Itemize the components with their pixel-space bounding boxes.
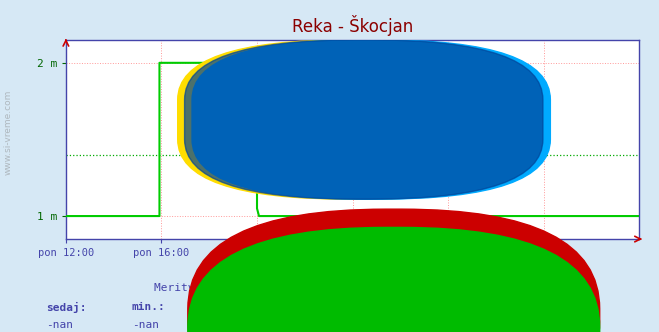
Text: www.si-vreme.com: www.si-vreme.com (3, 90, 13, 176)
FancyBboxPatch shape (192, 40, 550, 199)
Text: zadnji dan / 5 minut.: zadnji dan / 5 minut. (258, 267, 401, 277)
Text: -nan: -nan (46, 320, 73, 330)
Text: min.:: min.: (132, 302, 165, 312)
Text: Reka - Škocjan: Reka - Škocjan (389, 302, 483, 314)
Text: -nan: -nan (303, 320, 330, 330)
FancyBboxPatch shape (185, 40, 543, 199)
Text: sedaj:: sedaj: (46, 302, 86, 313)
Text: -nan: -nan (217, 320, 244, 330)
Text: -nan: -nan (132, 320, 159, 330)
FancyBboxPatch shape (178, 40, 536, 199)
Text: Meritve: povprečne  Enote: metrične  Črta: povprečje: Meritve: povprečne Enote: metrične Črta:… (154, 281, 505, 292)
Text: www.si-vreme.com: www.si-vreme.com (190, 135, 515, 164)
Text: temperatura[C]: temperatura[C] (409, 320, 503, 330)
Title: Reka - Škocjan: Reka - Škocjan (292, 15, 413, 36)
Text: povpr.:: povpr.: (217, 302, 265, 312)
Text: maks.:: maks.: (303, 302, 343, 312)
Text: Slovenija / reke in morje.: Slovenija / reke in morje. (242, 254, 417, 264)
